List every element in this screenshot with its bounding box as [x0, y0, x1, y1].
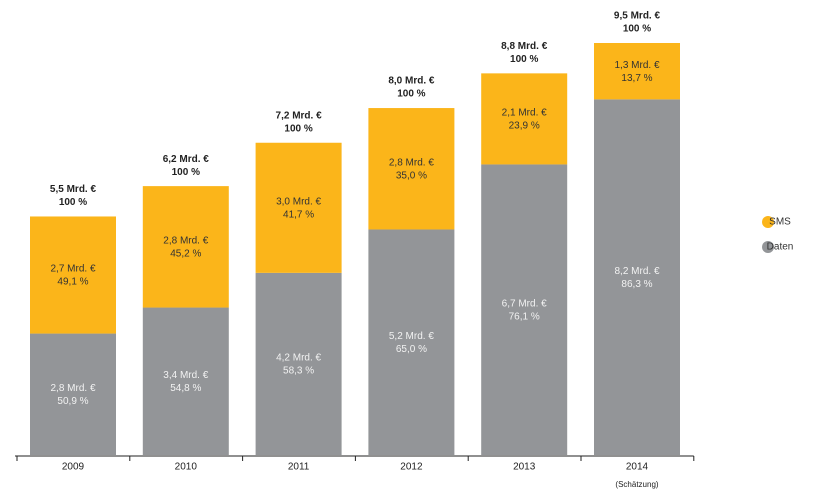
legend-label: Daten — [767, 242, 794, 253]
x-tick-label: 2013 — [513, 462, 536, 473]
value-label: 2,8 Mrd. € — [163, 235, 208, 246]
bar-segment — [142, 307, 229, 455]
value-label: 3,0 Mrd. € — [276, 196, 321, 207]
total-label: 9,5 Mrd. € — [614, 11, 661, 22]
total-label: 7,2 Mrd. € — [276, 110, 323, 121]
x-tick-label: 2009 — [62, 462, 85, 473]
x-tick-label: 2014 — [626, 462, 649, 473]
value-label: 2,8 Mrd. € — [389, 157, 434, 168]
value-label: 5,2 Mrd. € — [389, 331, 434, 342]
bar-segment — [481, 164, 568, 455]
total-share-label: 100 % — [397, 89, 425, 100]
total-label: 5,5 Mrd. € — [50, 184, 97, 195]
value-label: 3,4 Mrd. € — [163, 370, 208, 381]
total-share-label: 100 % — [510, 54, 538, 65]
bar-segment — [255, 272, 342, 455]
share-label: 35,0 % — [396, 170, 427, 181]
bar-segment — [368, 229, 455, 455]
x-tick-label: 2010 — [175, 462, 198, 473]
legend-swatch — [762, 241, 774, 253]
share-label: 45,2 % — [170, 248, 201, 259]
total-share-label: 100 % — [59, 197, 87, 208]
total-label: 8,0 Mrd. € — [388, 76, 435, 87]
value-label: 6,7 Mrd. € — [502, 298, 547, 309]
bar-segment — [368, 108, 455, 230]
x-tick-label: 2012 — [400, 462, 423, 473]
category-note: (Schätzung) — [615, 480, 658, 489]
share-label: 86,3 % — [621, 279, 652, 290]
total-share-label: 100 % — [623, 24, 651, 35]
value-label: 2,8 Mrd. € — [50, 383, 95, 394]
share-label: 58,3 % — [283, 366, 314, 377]
share-label: 76,1 % — [509, 311, 540, 322]
share-label: 65,0 % — [396, 344, 427, 355]
share-label: 54,8 % — [170, 383, 201, 394]
bar-segment — [30, 216, 116, 334]
bar-segment — [481, 73, 568, 165]
total-label: 8,8 Mrd. € — [501, 41, 548, 52]
share-label: 50,9 % — [57, 396, 88, 407]
value-label: 1,3 Mrd. € — [614, 60, 659, 71]
bar-segment — [255, 142, 342, 273]
total-share-label: 100 % — [284, 123, 312, 134]
share-label: 23,9 % — [509, 121, 540, 132]
legend-swatch — [762, 216, 774, 228]
bar-segment — [594, 99, 680, 456]
value-label: 2,1 Mrd. € — [502, 108, 547, 119]
total-label: 6,2 Mrd. € — [163, 154, 210, 165]
legend-label: SMS — [769, 217, 791, 228]
value-label: 8,2 Mrd. € — [614, 266, 659, 277]
bar-segment — [594, 43, 680, 100]
value-label: 4,2 Mrd. € — [276, 353, 321, 364]
value-label: 2,7 Mrd. € — [50, 264, 95, 275]
share-label: 13,7 % — [621, 73, 652, 84]
share-label: 49,1 % — [57, 277, 88, 288]
bar-segment — [142, 186, 229, 308]
total-share-label: 100 % — [172, 167, 200, 178]
bar-segment — [30, 333, 116, 455]
share-label: 41,7 % — [283, 209, 314, 220]
x-tick-label: 2011 — [288, 462, 310, 473]
